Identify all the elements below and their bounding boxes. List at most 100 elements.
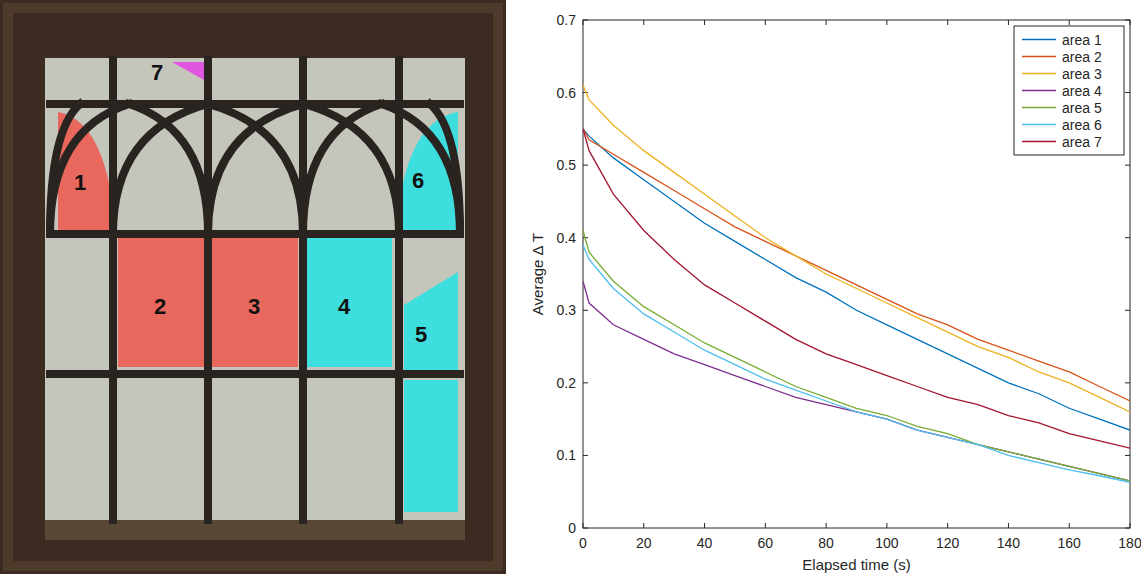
legend-label: area 7: [1062, 134, 1102, 150]
x-tick: [1008, 523, 1009, 528]
x-tick: [643, 523, 644, 528]
legend-box: [1014, 26, 1124, 155]
panel-label: 2: [154, 294, 166, 319]
arch: [50, 104, 80, 234]
x-tick: [704, 523, 705, 528]
glass: [45, 58, 465, 523]
window-photo: 1 2 3 4 5 6 7: [0, 0, 506, 574]
panel-label: 1: [74, 170, 86, 195]
legend-swatch: [1022, 56, 1056, 58]
panel-label: 4: [338, 294, 351, 319]
arch: [208, 104, 304, 234]
x-axis-title: Elapsed time (s): [802, 556, 910, 573]
y-tick: [583, 382, 588, 383]
came: [299, 104, 307, 520]
y-tick: [583, 165, 588, 166]
legend-label: area 3: [1062, 66, 1102, 82]
legend-label: area 1: [1062, 32, 1102, 48]
y-tick: [1125, 92, 1130, 93]
x-tick: [947, 523, 948, 528]
y-tick: [583, 310, 588, 311]
panel-label: 6: [412, 168, 424, 193]
series-line: [583, 281, 1130, 481]
y-tick-label: 0.6: [557, 85, 577, 101]
x-tick-label: 60: [758, 535, 774, 551]
x-tick: [826, 523, 827, 528]
x-tick: [1069, 20, 1070, 25]
y-tick: [1125, 455, 1130, 456]
overlay-area-3: [212, 238, 298, 367]
series-line: [583, 245, 1130, 482]
panel-label: 5: [415, 322, 427, 347]
x-tick: [643, 20, 644, 25]
came: [204, 104, 212, 520]
plot-bg: [583, 20, 1130, 528]
x-tick: [1008, 20, 1009, 25]
y-tick-label: 0.3: [557, 302, 577, 318]
y-tick-label: 0.7: [557, 12, 577, 28]
y-tick: [1125, 382, 1130, 383]
series-line: [583, 129, 1130, 430]
axes: 0 0.1 0.2 0.3 0.4 0.5 0.6 0.7 0 20 40 60 80 100 120 140…: [529, 12, 1141, 573]
legend-swatch: [1022, 124, 1056, 126]
legend: area 1area 2area 3area 4area 5area 6area…: [1014, 26, 1124, 155]
arch: [430, 104, 460, 234]
series-line: [583, 129, 1130, 448]
legend-label: area 6: [1062, 117, 1102, 133]
y-tick-label: 0.4: [557, 230, 577, 246]
arch: [382, 104, 461, 234]
x-tick: [704, 20, 705, 25]
legend-label: area 4: [1062, 83, 1102, 99]
legend-swatch: [1022, 107, 1056, 109]
legend-swatch: [1022, 73, 1056, 75]
legend-label: area 5: [1062, 100, 1102, 116]
overlay-area-7: [172, 62, 204, 80]
came: [395, 104, 403, 520]
chart: 0 0.1 0.2 0.3 0.4 0.5 0.6 0.7 0 20 40 60 80 100 120 140…: [529, 12, 1141, 573]
x-tick-label: 160: [1058, 535, 1082, 551]
x-tick-label: 80: [818, 535, 834, 551]
overlay-area-5: [404, 272, 458, 370]
came: [109, 60, 117, 104]
y-tick-label: 0: [568, 520, 576, 536]
series-line: [583, 230, 1130, 480]
y-tick: [1125, 165, 1130, 166]
x-tick-label: 40: [697, 535, 713, 551]
overlay-area-5b: [404, 380, 458, 512]
overlay-area-4: [307, 238, 392, 367]
arch: [129, 104, 208, 234]
x-tick: [765, 523, 766, 528]
y-tick: [583, 455, 588, 456]
y-tick: [1125, 237, 1130, 238]
arch: [304, 104, 400, 234]
plot-frame: [583, 20, 1130, 528]
arch: [208, 104, 303, 234]
wood-frame: [0, 0, 506, 574]
legend-swatch: [1022, 39, 1056, 41]
legend-label: area 2: [1062, 49, 1102, 65]
series-line: [583, 129, 1130, 401]
x-tick-label: 120: [936, 535, 960, 551]
panel-label: 7: [151, 60, 163, 85]
y-tick-label: 0.1: [557, 447, 577, 463]
y-tick-label: 0.2: [557, 375, 577, 391]
x-tick-label: 0: [579, 535, 587, 551]
x-tick-label: 140: [997, 535, 1021, 551]
arch: [113, 104, 208, 234]
x-tick-label: 100: [875, 535, 899, 551]
x-tick: [826, 20, 827, 25]
came: [204, 60, 212, 104]
page: 1 2 3 4 5 6 7 0 0.1 0.2 0.3 0.4 0.5 0.6 0.7 0 20 40 60 80 10…: [0, 0, 1141, 574]
came: [299, 60, 307, 104]
x-tick: [765, 20, 766, 25]
y-tick: [1125, 310, 1130, 311]
frame-bevel: [8, 8, 498, 566]
x-tick: [1069, 523, 1070, 528]
legend-swatch: [1022, 141, 1056, 143]
legend-swatch: [1022, 90, 1056, 92]
y-tick-label: 0.5: [557, 157, 577, 173]
x-tick: [947, 20, 948, 25]
x-tick-label: 20: [636, 535, 652, 551]
panel-label: 3: [248, 294, 260, 319]
x-tick-label: 180: [1118, 535, 1141, 551]
